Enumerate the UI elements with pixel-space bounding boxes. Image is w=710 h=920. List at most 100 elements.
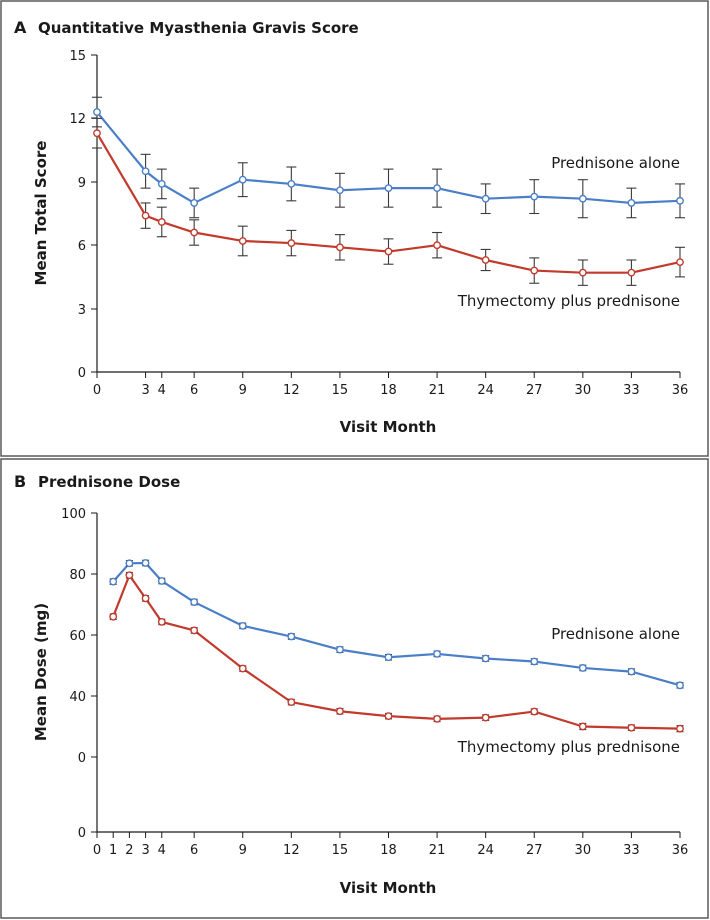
x-tick-label: 27 [526, 843, 543, 858]
data-point [125, 559, 134, 568]
x-tick-label: 33 [623, 383, 640, 398]
series-prednisone-alone [109, 559, 684, 690]
data-point [93, 129, 101, 138]
data-point [287, 698, 296, 706]
panel-b-y-axis-title: Mean Dose (mg) [32, 603, 50, 741]
panel-b-letter: B [14, 472, 26, 491]
panel-a-label-prednisone-alone: Prednisone alone [551, 154, 680, 172]
panel-a-label-thymectomy: Thymectomy plus prednisone [457, 292, 680, 310]
y-tick-label: 3 [78, 303, 86, 318]
data-point [481, 654, 490, 663]
data-point [109, 612, 118, 621]
x-tick-label: 6 [190, 383, 198, 398]
panel-b-x-ticks: 0 1 2 3 4 6 9 12 15 18 21 24 27 30 33 36 [93, 832, 688, 858]
data-point [141, 167, 150, 176]
panel-b-title: Prednisone Dose [38, 473, 180, 491]
data-point [433, 241, 441, 250]
y-tick-label: 6 [78, 239, 86, 254]
x-tick-label: 12 [283, 843, 300, 858]
panel-b-x-axis-title: Visit Month [340, 879, 437, 897]
data-point [578, 194, 587, 203]
x-tick-label: 0 [93, 383, 101, 398]
x-tick-label: 9 [239, 843, 247, 858]
data-point [627, 667, 636, 676]
data-point [190, 199, 199, 207]
x-tick-label: 15 [332, 383, 349, 398]
data-point [530, 707, 539, 716]
data-point [190, 228, 199, 237]
panel-b-axes [96, 513, 680, 833]
y-tick-label: 12 [69, 112, 86, 127]
data-point [336, 645, 344, 654]
x-tick-label: 27 [526, 383, 543, 398]
data-point [384, 184, 393, 193]
x-tick-label: 33 [623, 843, 640, 858]
data-point [384, 247, 393, 256]
y-tick-label: 15 [69, 49, 86, 64]
x-tick-label: 2 [125, 843, 133, 858]
x-tick-label: 36 [672, 843, 689, 858]
data-point [238, 621, 247, 630]
panel-b-label-prednisone-alone: Prednisone alone [551, 625, 680, 643]
x-tick-label: 21 [429, 843, 446, 858]
y-tick-label: 60 [69, 629, 86, 644]
data-point [578, 664, 587, 672]
panel-a-frame [0, 0, 709, 457]
data-point [384, 653, 393, 662]
data-point [336, 186, 344, 195]
data-point [481, 256, 490, 264]
panel-b-frame [0, 458, 709, 919]
data-point [627, 268, 636, 277]
data-point [238, 175, 247, 184]
panel-b-series [109, 559, 684, 733]
x-tick-label: 24 [477, 383, 494, 398]
panel-b-label-thymectomy: Thymectomy plus prednisone [457, 738, 680, 756]
panel-a-y-axis-title: Mean Total Score [32, 141, 50, 286]
panel-a-x-axis-title: Visit Month [340, 418, 437, 436]
x-tick-label: 15 [332, 843, 349, 858]
series-thymectomy [92, 117, 685, 286]
data-point [433, 650, 441, 658]
data-point [481, 713, 490, 722]
data-point [676, 681, 684, 690]
x-tick-label: 3 [141, 843, 149, 858]
data-point [336, 707, 344, 716]
x-tick-label: 24 [477, 843, 494, 858]
data-point [676, 724, 684, 733]
x-tick-label: 18 [380, 843, 397, 858]
y-tick-label: 40 [69, 690, 86, 705]
x-tick-label: 1 [109, 843, 117, 858]
data-point [433, 184, 441, 193]
x-tick-label: 6 [190, 843, 198, 858]
data-point [141, 211, 150, 220]
data-point [141, 559, 150, 567]
data-point [109, 577, 118, 586]
panel-a-series [92, 96, 685, 286]
y-tick-label: 100 [61, 507, 86, 522]
y-tick-label: 0 [78, 751, 86, 766]
data-point [530, 192, 539, 201]
data-point [676, 258, 684, 267]
x-tick-label: 30 [575, 383, 592, 398]
x-tick-label: 0 [93, 843, 101, 858]
data-point [578, 268, 587, 277]
panel-a-title: Quantitative Myasthenia Gravis Score [38, 19, 359, 37]
data-point [627, 723, 636, 732]
series-line [96, 132, 681, 274]
data-point [141, 594, 150, 603]
panel-b-y-ticks: 0 0 40 60 80 100 [61, 507, 97, 841]
x-tick-label: 3 [141, 383, 149, 398]
data-point [384, 712, 393, 721]
y-tick-label: 0 [78, 366, 86, 381]
data-point [157, 180, 166, 188]
data-point [190, 598, 199, 606]
y-tick-label: 80 [69, 568, 86, 583]
data-point [676, 196, 684, 205]
data-point [125, 571, 134, 580]
data-point [157, 218, 166, 226]
x-tick-label: 12 [283, 383, 300, 398]
x-tick-label: 36 [672, 383, 689, 398]
data-point [238, 664, 247, 673]
panel-a-x-ticks: 0 3 4 6 9 12 15 18 21 24 27 30 33 36 [93, 372, 688, 398]
